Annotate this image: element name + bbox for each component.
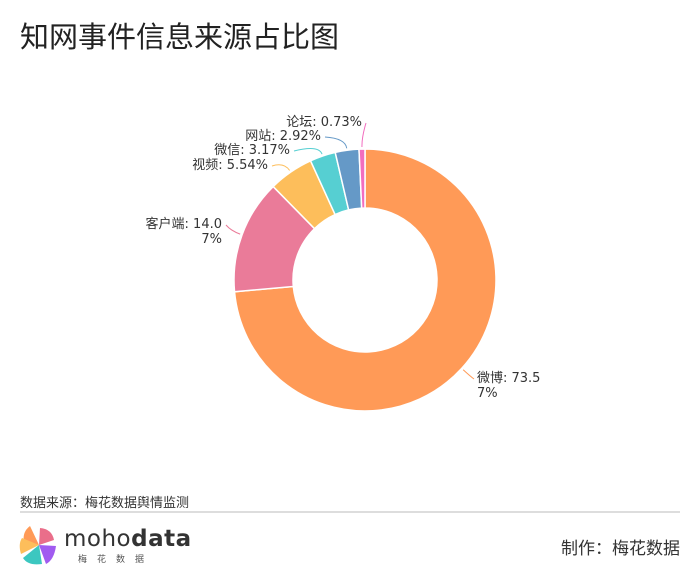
- data-label-client: 客户端: 14.07%: [145, 217, 222, 247]
- chart-title: 知网事件信息来源占比图: [20, 20, 340, 54]
- leader-line-微博: [462, 369, 475, 380]
- pinwheel-logo-icon: [19, 526, 56, 565]
- data-label-forum: 论坛: 0.73%: [286, 115, 362, 130]
- logo-subtitle: 梅花数据: [78, 555, 155, 565]
- divider: [20, 511, 680, 513]
- slice-微博[interactable]: [233, 148, 497, 412]
- data-label-wechat: 微信: 3.17%: [214, 143, 290, 158]
- leader-line-客户端: [225, 224, 241, 235]
- data-source: 数据来源：梅花数据舆情监测: [20, 496, 190, 511]
- leader-line-视频: [271, 164, 291, 171]
- leader-line-论坛: [361, 122, 367, 148]
- donut-chart: [225, 122, 497, 412]
- logo-text-bold: data: [131, 526, 192, 552]
- data-label-video: 视频: 5.54%: [192, 158, 268, 173]
- leader-line-微信: [293, 147, 323, 155]
- data-label-weibo: 微博: 73.57%: [477, 371, 541, 401]
- logo-wordmark: mohodata: [64, 526, 192, 552]
- slice-论坛[interactable]: [358, 148, 366, 209]
- logo-text-light: moho: [64, 526, 132, 552]
- leader-line-网站: [324, 136, 348, 149]
- maker-credit: 制作：梅花数据: [561, 539, 680, 559]
- data-label-website: 网站: 2.92%: [245, 129, 321, 144]
